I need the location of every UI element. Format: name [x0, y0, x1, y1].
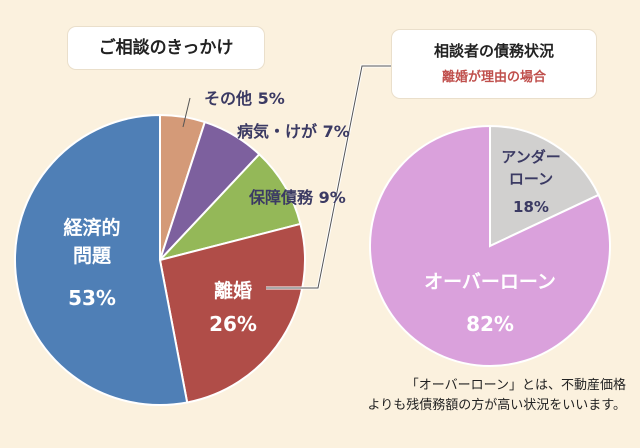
label-under-line2: ローン — [509, 170, 553, 188]
label-economic-value: 53% — [68, 286, 116, 310]
label-divorce-name: 離婚 — [214, 279, 252, 302]
left-pie-slice-2 — [156, 152, 302, 262]
label-over-value: 82% — [466, 312, 514, 336]
label-economic-line2: 問題 — [73, 245, 112, 267]
other-leader-line — [182, 97, 191, 128]
right-chart-subtitle: 離婚が理由の場合 — [441, 70, 546, 85]
note-line-2: よりも残債務額の方が高い状況をいいます。 — [367, 398, 626, 413]
left-pie-slice-4 — [13, 113, 189, 406]
right-chart-title: 相談者の債務状況 — [433, 42, 554, 60]
right-chart-title-box: 相談者の債務状況 離婚が理由の場合 — [392, 30, 596, 98]
right-pie-slice-0 — [489, 124, 600, 248]
right-pie-slice-1 — [369, 124, 611, 367]
label-under-value: 18% — [513, 198, 549, 216]
divorce-connector-line — [266, 65, 392, 289]
label-divorce-value: 26% — [209, 312, 257, 336]
left-pie — [13, 113, 306, 406]
label-economic-line1: 経済的 — [63, 216, 120, 239]
label-over-name: オーバーローン — [424, 271, 556, 293]
note-line-1: 「オーバーローン」とは、不動産価格 — [405, 378, 626, 393]
left-chart-title: ご相談のきっかけ — [68, 27, 264, 69]
label-other: その他 5% — [204, 89, 285, 108]
label-under-line1: アンダー — [501, 148, 560, 166]
label-guarantee: 保障債務 9% — [248, 188, 346, 207]
left-pie-slice-3 — [158, 222, 306, 404]
label-illness: 病気・けが 7% — [237, 122, 350, 141]
overloan-note: 「オーバーローン」とは、不動産価格 よりも残債務額の方が高い状況をいいます。 — [270, 376, 626, 416]
right-pie — [369, 124, 611, 367]
